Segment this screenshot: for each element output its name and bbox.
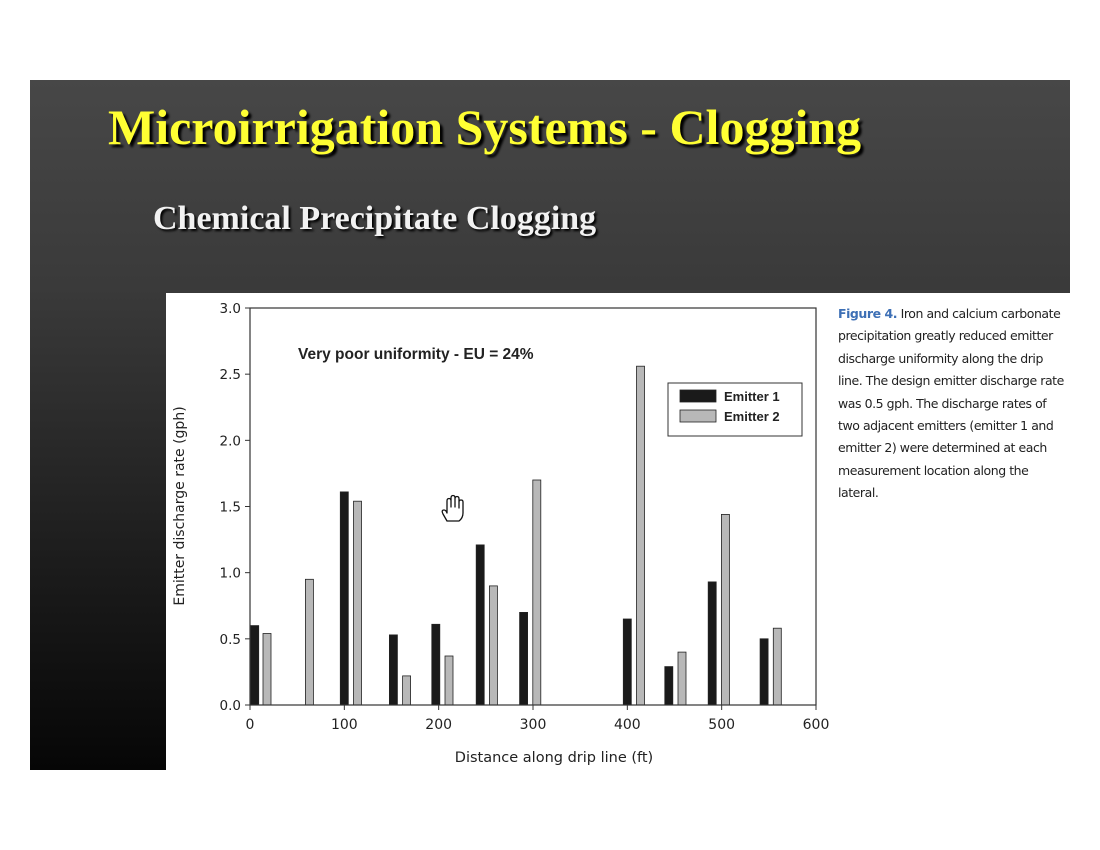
y-tick-label-6: 3.0 [220, 301, 241, 317]
y-tick-label-0: 0.0 [220, 698, 241, 714]
bar-emitter-2-5 [488, 585, 498, 706]
x-tick-label-5: 500 [708, 717, 735, 733]
discharge-bar-chart: 0.0 0.5 1.0 1.5 2.0 2.5 3.0 0 100 200 300 400 500 60… [172, 301, 830, 766]
bar-emitter-2-10 [772, 627, 782, 706]
y-tick-label-3: 1.5 [220, 500, 241, 516]
bar-emitter-1-2 [388, 634, 398, 706]
bar-emitter-2-9 [721, 513, 730, 706]
y-tick-label-4: 2.0 [220, 433, 241, 449]
figure-panel: 0.0 0.5 1.0 1.5 2.0 2.5 3.0 0 100 200 300 400 500 60… [166, 293, 1070, 770]
bar-emitter-2-2 [353, 500, 362, 706]
bar-emitter-2-7 [636, 365, 645, 706]
bar-emitter-2-8 [677, 651, 687, 706]
bar-emitter-1-7 [664, 666, 674, 706]
caption-label: Figure 4. [838, 306, 898, 321]
x-tick-label-4: 400 [614, 717, 641, 733]
bar-emitter-2-3 [402, 675, 412, 706]
bar-emitter-2-6 [532, 479, 542, 706]
y-tick-label-5: 2.5 [220, 367, 241, 383]
y-axis: 0.0 0.5 1.0 1.5 2.0 2.5 3.0 [220, 301, 250, 714]
bar-emitter-1-4 [475, 544, 485, 706]
bar-emitter-1-0 [250, 625, 260, 706]
bar-emitter-1-8 [707, 581, 717, 706]
x-tick-label-1: 100 [331, 717, 358, 733]
legend-swatch-emitter-2 [679, 409, 717, 423]
hand-cursor-icon [438, 493, 466, 528]
bar-emitter-1-3 [431, 623, 441, 706]
x-tick-label-3: 300 [520, 717, 547, 733]
figure-caption: Figure 4. Iron and calcium carbonate pre… [838, 303, 1070, 505]
x-tick-label-2: 200 [425, 717, 452, 733]
chart-annotation: Very poor uniformity - EU = 24% [298, 346, 534, 363]
x-tick-label-6: 600 [803, 717, 830, 733]
x-axis-label: Distance along drip line (ft) [455, 750, 653, 766]
chart-legend: Emitter 1 Emitter 2 [667, 382, 803, 437]
y-tick-label-2: 1.0 [220, 566, 241, 582]
x-tick-label-0: 0 [246, 717, 255, 733]
bar-emitter-2-4 [444, 655, 454, 706]
legend-label-emitter-2: Emitter 2 [724, 409, 780, 424]
y-tick-label-1: 0.5 [220, 632, 241, 648]
y-axis-label: Emitter discharge rate (gph) [172, 406, 188, 605]
bar-emitter-1-6 [622, 618, 632, 706]
legend-label-emitter-1: Emitter 1 [724, 389, 780, 404]
bar-emitter-2-1 [304, 578, 314, 706]
legend-swatch-emitter-1 [679, 389, 717, 403]
x-axis: 0 100 200 300 400 500 600 [246, 705, 830, 733]
bar-emitter-1-9 [759, 638, 769, 706]
bar-emitter-2-0 [262, 633, 272, 706]
slide-subtitle: Chemical Precipitate Clogging [153, 200, 597, 237]
bar-emitter-1-1 [339, 491, 349, 706]
caption-text: Iron and calcium carbonate precipitation… [838, 306, 1064, 501]
bar-emitter-1-5 [519, 611, 529, 706]
slide-title: Microirrigation Systems - Clogging [108, 99, 862, 155]
